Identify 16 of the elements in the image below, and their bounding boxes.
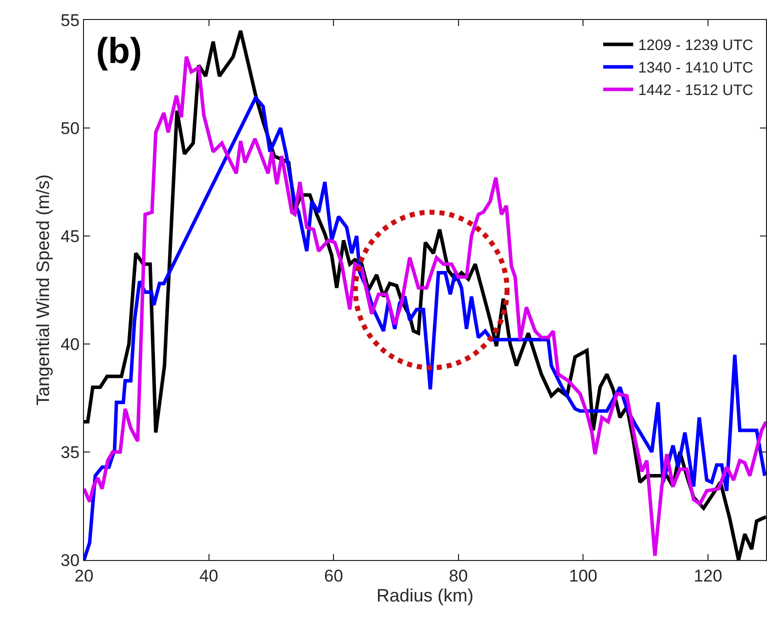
annotation: (b) bbox=[96, 30, 142, 71]
x-tick-label: 60 bbox=[324, 566, 344, 586]
x-tick-label: 40 bbox=[199, 566, 218, 586]
y-axis-title: Tangential Wind Speed (m/s) bbox=[32, 174, 53, 406]
y-tick-label: 55 bbox=[60, 10, 80, 30]
legend-label: 1209 - 1239 UTC bbox=[638, 37, 754, 54]
x-axis-title: Radius (km) bbox=[376, 586, 474, 606]
y-tick-label: 35 bbox=[60, 442, 80, 462]
x-tick-label: 100 bbox=[568, 566, 598, 586]
legend-label: 1340 - 1410 UTC bbox=[638, 60, 754, 77]
y-tick-label: 45 bbox=[60, 226, 80, 246]
x-tick-label: 120 bbox=[694, 566, 722, 586]
x-tick-label: 80 bbox=[448, 566, 468, 586]
y-tick-label: 40 bbox=[60, 334, 80, 354]
legend-label: 1442 - 1512 UTC bbox=[638, 82, 754, 100]
y-tick-label: 50 bbox=[60, 118, 80, 138]
